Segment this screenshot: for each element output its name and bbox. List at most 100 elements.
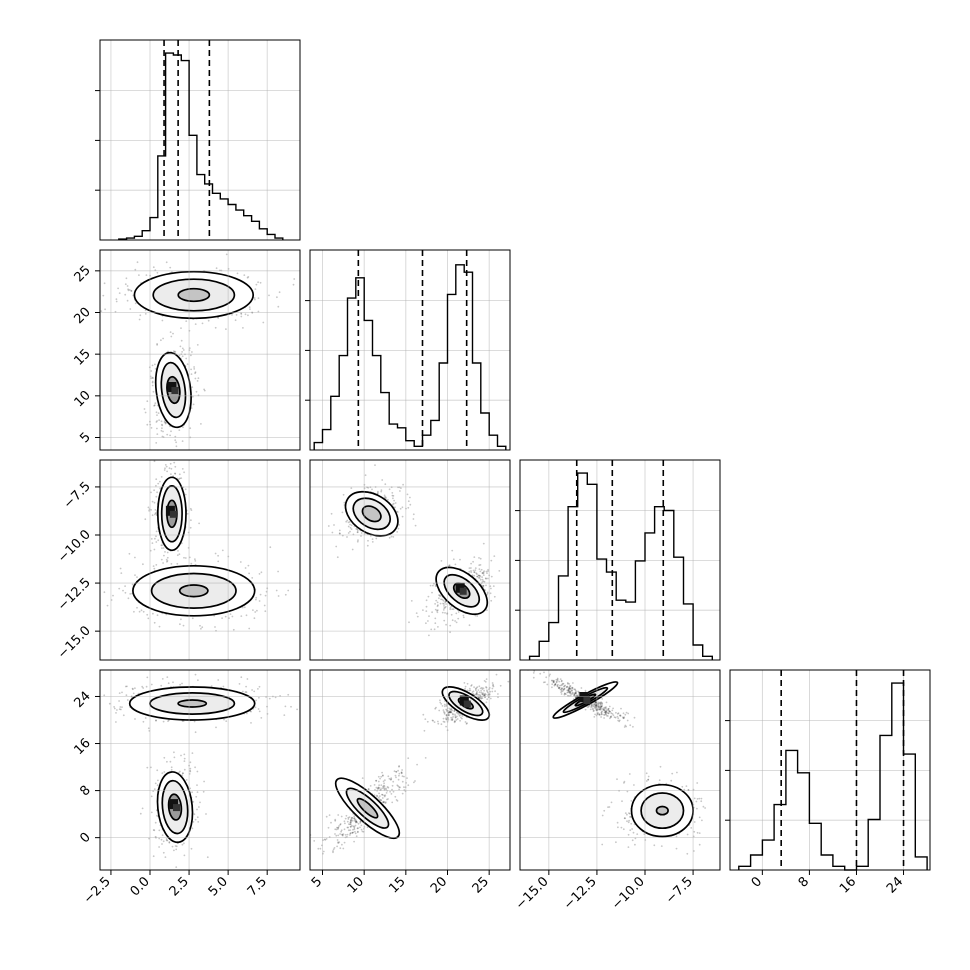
sample-point (483, 694, 486, 697)
sample-point (154, 402, 157, 405)
sample-point (170, 766, 173, 769)
sample-point (441, 598, 444, 601)
sample-point (451, 608, 453, 610)
sample-point (159, 480, 161, 483)
sample-point (601, 702, 604, 705)
sample-point (593, 703, 596, 706)
sample-point (332, 851, 334, 854)
sample-point (268, 697, 271, 700)
sample-point (555, 681, 558, 683)
sample-point (190, 509, 193, 511)
sample-point (482, 572, 485, 575)
sample-point (356, 827, 359, 830)
sample-point (146, 766, 149, 769)
sample-point (164, 467, 166, 470)
sample-point (597, 702, 599, 705)
sample-point (454, 563, 457, 566)
sample-point (241, 606, 244, 609)
sample-point (199, 624, 201, 627)
sample-point (337, 834, 340, 837)
sample-point (473, 571, 476, 574)
sample-point (382, 780, 385, 783)
sample-point (341, 511, 344, 514)
sample-point (394, 506, 396, 509)
sample-point (337, 841, 339, 844)
sample-point (545, 676, 548, 679)
sample-point (139, 314, 142, 317)
sample-point (443, 605, 445, 607)
sample-point (353, 826, 356, 829)
sample-point (574, 688, 577, 691)
sample-point (492, 685, 495, 688)
sample-point (147, 506, 150, 509)
density-contour (361, 505, 382, 523)
sample-point (598, 706, 600, 708)
sample-point (355, 820, 358, 823)
sample-point (385, 792, 388, 794)
sample-point (287, 693, 290, 696)
sample-point (152, 377, 154, 379)
sample-point (561, 682, 564, 685)
sample-point (445, 725, 447, 728)
sample-point (371, 488, 373, 491)
sample-point (160, 684, 163, 687)
sample-point (345, 520, 348, 523)
sample-point (470, 684, 473, 686)
sample-point (336, 556, 339, 559)
sample-point (189, 787, 192, 790)
sample-point (118, 587, 121, 590)
sample-point (132, 688, 134, 691)
sample-point (401, 506, 404, 509)
sample-point (100, 310, 103, 312)
sample-point (569, 691, 571, 694)
sample-point (382, 784, 385, 787)
sample-point (337, 842, 340, 844)
sample-point (449, 711, 452, 713)
sample-point (162, 720, 165, 723)
sample-point (245, 614, 248, 617)
sample-point (558, 687, 560, 689)
sample-point (144, 717, 147, 719)
sample-point (183, 842, 185, 845)
sample-point (191, 617, 194, 620)
sample-point (136, 261, 139, 264)
sample-point (439, 701, 442, 704)
sample-point (263, 604, 266, 607)
sample-point (319, 847, 322, 850)
sample-point (552, 681, 555, 684)
sample-point (242, 690, 244, 693)
sample-point (596, 711, 599, 714)
sample-point (700, 800, 703, 803)
sample-point (602, 709, 605, 711)
sample-point (377, 796, 380, 799)
sample-point (601, 705, 603, 707)
sample-point (334, 819, 337, 822)
sample-point (251, 689, 254, 691)
sample-point (179, 455, 181, 457)
sample-point (384, 801, 387, 804)
sample-point (629, 829, 632, 832)
sample-point (146, 400, 149, 403)
sample-point (334, 818, 337, 821)
sample-point (253, 297, 256, 299)
sample-point (431, 611, 433, 614)
sample-point (375, 779, 377, 782)
sample-point (445, 714, 448, 716)
sample-point (482, 585, 484, 587)
sample-point (151, 380, 154, 383)
sample-point (439, 602, 442, 605)
sample-point (441, 611, 444, 614)
sample-point (490, 599, 493, 602)
sample-point (546, 683, 549, 686)
sample-point (183, 854, 186, 857)
sample-point (342, 493, 345, 496)
sample-point (130, 289, 133, 292)
sample-point (164, 856, 167, 858)
sample-point (381, 797, 384, 799)
sample-point (228, 617, 230, 619)
sample-point (342, 833, 345, 836)
sample-point (165, 838, 168, 840)
sample-point (444, 612, 446, 614)
sample-point (455, 719, 458, 721)
sample-point (243, 606, 246, 609)
